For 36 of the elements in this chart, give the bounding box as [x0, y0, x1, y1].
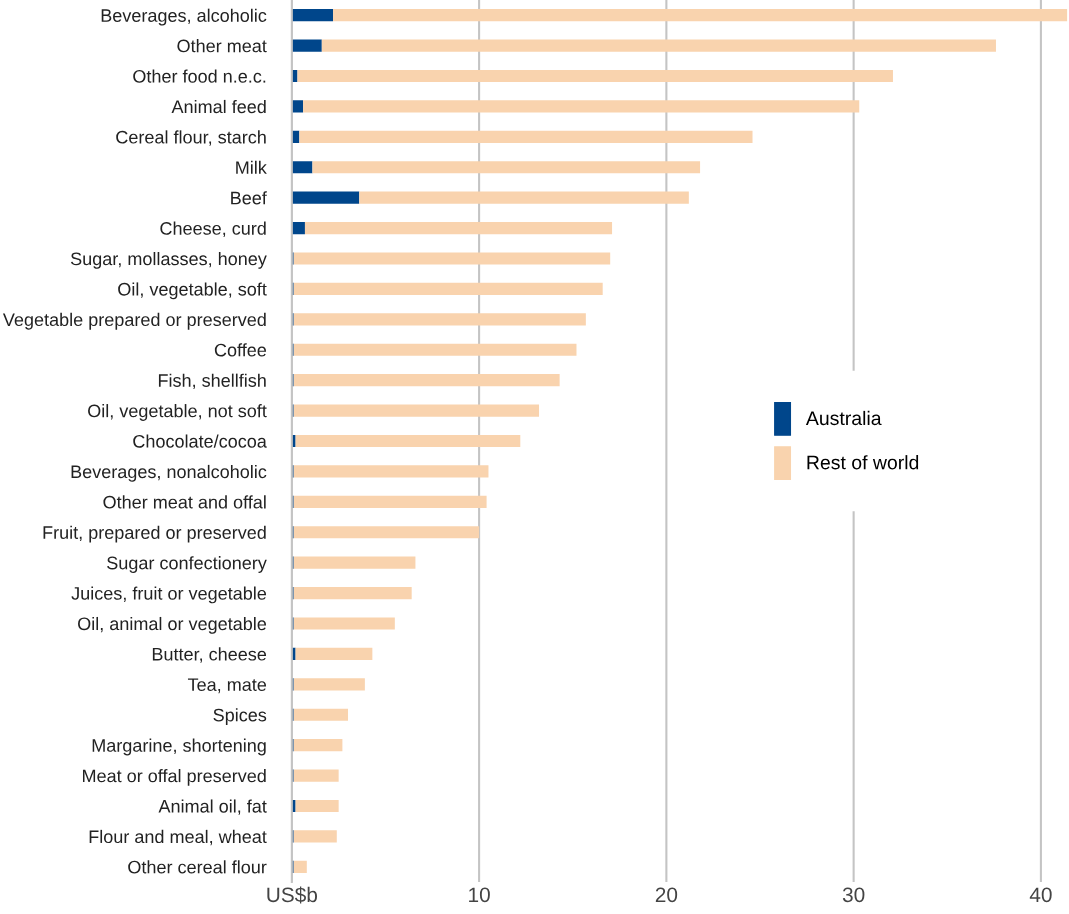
y-tick-label: Beverages, alcoholic — [101, 8, 267, 26]
y-tick-label: Other meat and offal — [103, 495, 266, 509]
y-tick-label: Beef — [231, 191, 267, 205]
x-tick-label: 30 — [842, 887, 865, 903]
x-tick-label: 20 — [655, 887, 678, 903]
y-tick-label: Chocolate/cocoa — [133, 434, 267, 448]
y-tick-label: Margarine, shortening — [92, 738, 266, 756]
y-tick-label: Oil, animal or vegetable — [78, 616, 267, 634]
y-tick-label: Fish, shellfish — [158, 373, 266, 390]
y-tick-label: Cheese, curd — [160, 221, 266, 237]
y-tick-label: Coffee — [214, 343, 267, 357]
y-tick-label: Cereal flour, starch — [116, 130, 266, 146]
y-tick-label: Fruit, prepared or preserved — [43, 525, 266, 543]
y-tick-label: Animal oil, fat — [158, 799, 267, 815]
y-tick-label: Tea, mate — [187, 678, 267, 694]
y-tick-label: Sugar confectionery — [107, 556, 267, 573]
y-tick-label: Meat or offal preserved — [82, 769, 266, 786]
y-tick-label: Other meat — [177, 39, 267, 53]
y-tick-label: Juices, fruit or vegetable — [71, 586, 267, 604]
x-tick-label: 10 — [469, 887, 490, 903]
y-tick-label: Animal feed — [171, 99, 266, 114]
y-tick-label: Spices — [213, 708, 267, 726]
y-tick-label: Beverages, nonalcoholic — [71, 464, 267, 482]
y-tick-label: Other cereal flour — [128, 860, 267, 874]
legend-label: Rest of world — [807, 455, 919, 470]
y-tick-label: Vegetable prepared or preserved — [2, 312, 266, 330]
y-tick-label: Oil, vegetable, soft — [118, 282, 267, 300]
y-tick-label: Oil, vegetable, not soft — [88, 404, 267, 421]
x-tick-label: US$b — [267, 886, 318, 904]
y-tick-label: Sugar, mollasses, honey — [70, 251, 267, 269]
legend-label: Australia — [805, 410, 882, 426]
x-tick-label: 40 — [1029, 887, 1052, 903]
y-tick-label: Other food n.e.c. — [133, 69, 266, 83]
y-tick-label: Flour and meal, wheat — [89, 829, 267, 846]
y-tick-label: Butter, cheese — [152, 647, 267, 663]
y-tick-label: Milk — [236, 160, 267, 174]
